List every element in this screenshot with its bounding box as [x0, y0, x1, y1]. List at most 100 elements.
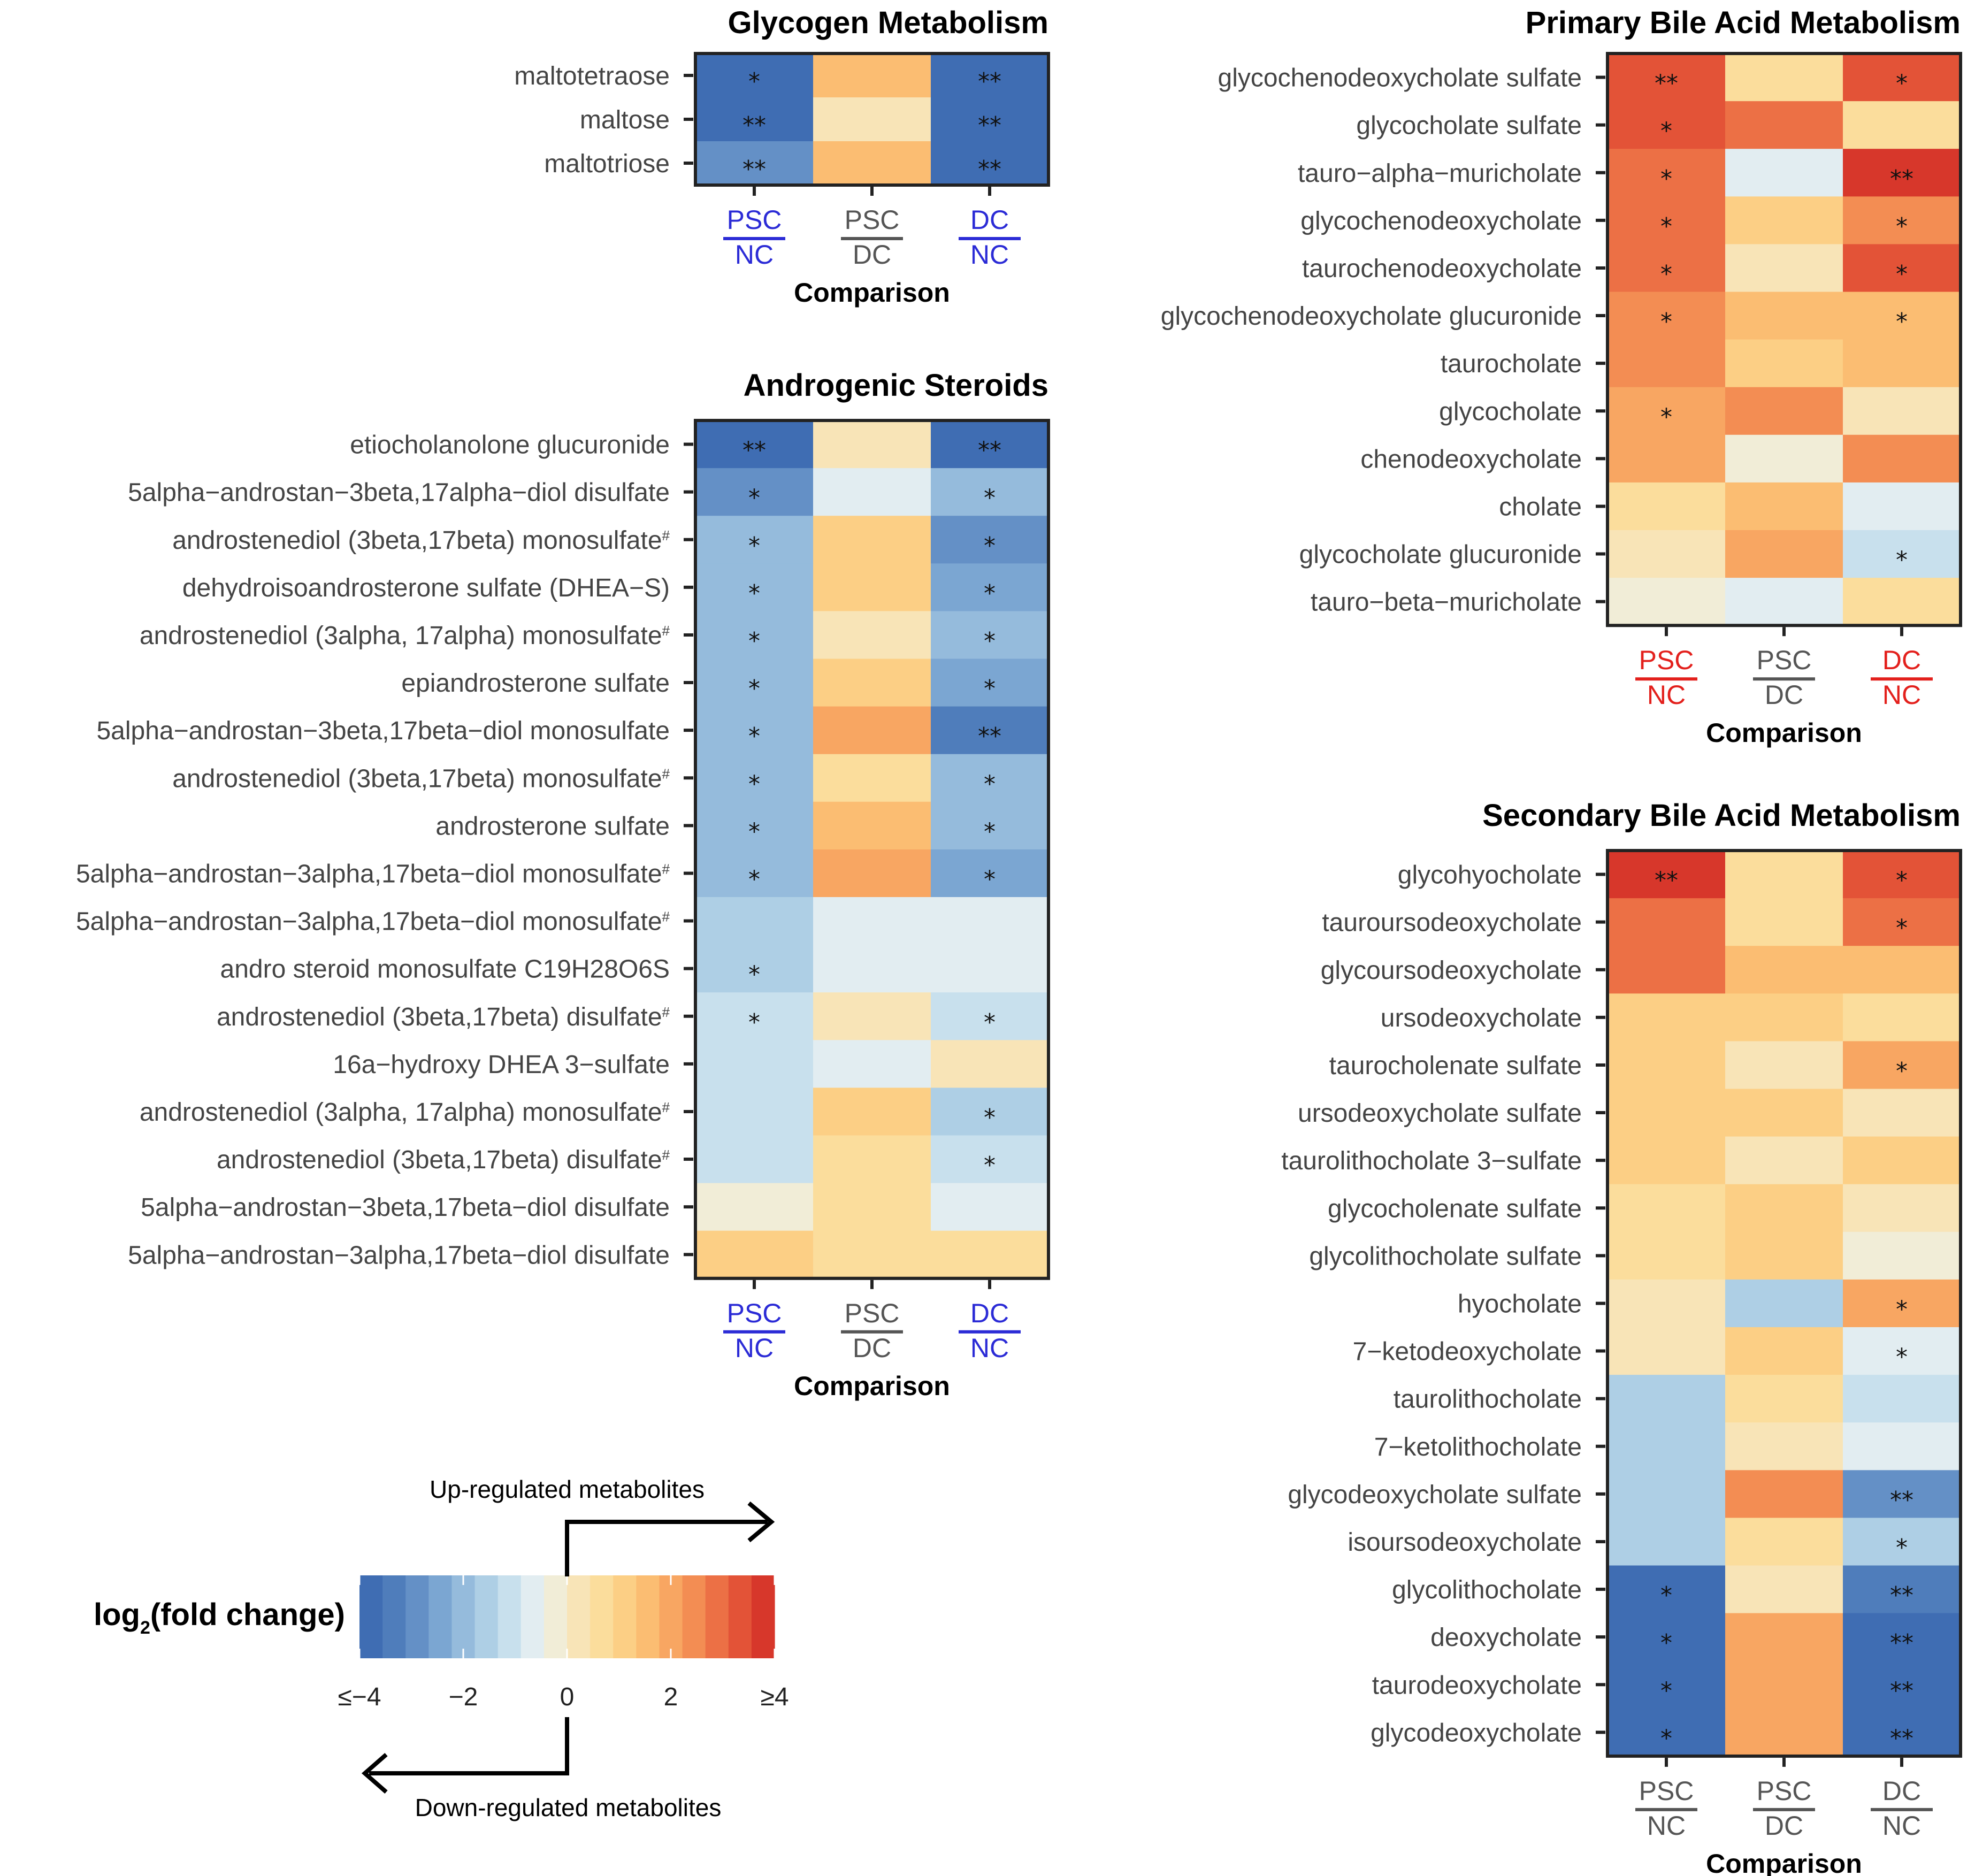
row-label-text: taurolithocholate	[1394, 1385, 1582, 1414]
row-label: glycoursodeoxycholate	[1321, 956, 1582, 985]
significance-marker: *	[984, 580, 996, 607]
heatmap-cell	[695, 420, 814, 469]
up-arrow-head	[747, 1501, 775, 1543]
row-label-text: taurochenodeoxycholate	[1302, 255, 1582, 283]
heatmap-cell	[1607, 244, 1726, 293]
significance-marker: *	[748, 485, 760, 512]
legend-swatch	[359, 1575, 383, 1658]
heatmap-cell	[813, 945, 931, 993]
heatmap-cell	[931, 516, 1049, 564]
heatmap-cell	[1607, 101, 1726, 149]
heatmap-cell	[1725, 1613, 1843, 1661]
significance-marker: *	[1660, 308, 1672, 335]
column-label-denominator: NC	[970, 240, 1009, 270]
column-label-numerator: PSC	[1757, 1776, 1812, 1806]
row-label: maltotriose	[544, 150, 670, 178]
row-label-text: 7−ketolithocholate	[1374, 1433, 1582, 1461]
significance-marker: *	[1896, 1344, 1908, 1371]
panel-title: Secondary Bile Acid Metabolism	[1482, 798, 1961, 833]
heatmap-cell	[1843, 1041, 1961, 1090]
heatmap-cell	[1843, 1518, 1961, 1566]
significance-marker: **	[978, 723, 1001, 750]
row-label: glycocholenate sulfate	[1328, 1194, 1582, 1223]
column-label-denominator: NC	[1647, 680, 1686, 710]
row-label-text: tauro−beta−muricholate	[1311, 588, 1582, 617]
column-label-denominator: DC	[853, 1333, 891, 1363]
row-label-mark: #	[662, 1147, 670, 1163]
column-label-denominator: NC	[1647, 1811, 1686, 1841]
row-label: 7−ketodeoxycholate	[1353, 1338, 1582, 1366]
column-label-numerator: PSC	[1639, 1776, 1694, 1806]
heatmap-cell	[1725, 244, 1843, 293]
heatmap-cell	[1843, 1565, 1961, 1614]
row-label: isoursodeoxycholate	[1348, 1528, 1582, 1557]
heatmap-cell	[1607, 1708, 1726, 1757]
row-label-text: androstenediol (3alpha, 17alpha) monosul…	[140, 622, 662, 650]
panel-frame	[1606, 52, 1962, 627]
heatmap-cell	[1843, 149, 1961, 197]
heatmap-cell	[1843, 530, 1961, 578]
down-arrow-line	[369, 1717, 569, 1775]
row-label: deoxycholate	[1430, 1624, 1582, 1652]
row-label-text: 5alpha−androstan−3beta,17beta−diol disul…	[141, 1193, 670, 1222]
row-label-mark: #	[662, 527, 670, 543]
heatmap-cell	[1843, 1660, 1961, 1709]
heatmap-cell	[1843, 1375, 1961, 1423]
significance-marker: *	[1660, 261, 1672, 288]
significance-marker: **	[1890, 1677, 1913, 1704]
legend-swatch	[659, 1575, 683, 1658]
column-label-denominator: DC	[853, 240, 891, 270]
heatmap-cell	[1725, 1375, 1843, 1423]
legend-swatch	[682, 1575, 706, 1658]
heatmap-cell	[931, 754, 1049, 802]
heatmap-cell	[1843, 1089, 1961, 1137]
row-label-mark: #	[662, 1099, 670, 1115]
heatmap-panel: Secondary Bile Acid Metabolism** *glycohy…	[1281, 798, 1962, 1876]
heatmap-cell	[695, 992, 814, 1040]
heatmap-cell	[695, 706, 814, 755]
heatmap-cell	[1607, 898, 1726, 946]
heatmap-cell	[813, 992, 931, 1040]
heatmap-cell	[1607, 1279, 1726, 1328]
row-label-text: glycodeoxycholate	[1371, 1719, 1582, 1747]
row-label: glycodeoxycholate	[1371, 1719, 1582, 1747]
row-label: glycodeoxycholate sulfate	[1288, 1481, 1582, 1509]
significance-marker: *	[1660, 403, 1672, 431]
column-label-numerator: PSC	[1757, 645, 1812, 675]
column-label-numerator: PSC	[845, 205, 900, 235]
significance-marker: **	[742, 437, 766, 464]
significance-marker: *	[1896, 1296, 1908, 1323]
row-label: chenodeoxycholate	[1360, 445, 1582, 473]
legend-swatch	[497, 1575, 522, 1658]
significance-marker: *	[748, 866, 760, 893]
heatmap-cell	[1725, 1136, 1843, 1185]
row-label-mark: #	[662, 861, 670, 877]
legend-title-sub: 2	[140, 1618, 150, 1638]
significance-marker: *	[1896, 70, 1908, 97]
heatmap-cell	[695, 1040, 814, 1088]
heatmap-cell	[1725, 1565, 1843, 1614]
heatmap-cell	[1607, 1136, 1726, 1185]
heatmap-cell	[931, 97, 1049, 142]
significance-marker: *	[984, 866, 996, 893]
row-label: androstenediol (3beta,17beta) monosulfat…	[172, 764, 670, 793]
row-label: glycolithocholate sulfate	[1309, 1242, 1582, 1270]
row-label: dehydroisoandrosterone sulfate (DHEA−S)	[182, 574, 670, 602]
row-label: maltotetraose	[514, 62, 670, 90]
row-label-text: androstenediol (3alpha, 17alpha) monosul…	[140, 1098, 662, 1127]
legend-swatch	[474, 1575, 499, 1658]
row-label-text: hyocholate	[1458, 1290, 1582, 1318]
significance-marker: **	[1655, 70, 1678, 97]
heatmap-cell	[1725, 946, 1843, 994]
significance-marker: *	[1660, 118, 1672, 145]
heatmap-cell	[1607, 1518, 1726, 1566]
row-label-mark: #	[662, 1004, 670, 1020]
row-label-text: dehydroisoandrosterone sulfate (DHEA−S)	[182, 574, 670, 602]
legend-swatch	[567, 1575, 591, 1658]
significance-marker: *	[984, 675, 996, 702]
significance-marker: *	[1896, 261, 1908, 288]
legend-swatch	[382, 1575, 406, 1658]
row-label: taurodeoxycholate	[1372, 1671, 1582, 1699]
heatmap-cell	[813, 754, 931, 802]
heatmap-cell	[931, 1135, 1049, 1184]
